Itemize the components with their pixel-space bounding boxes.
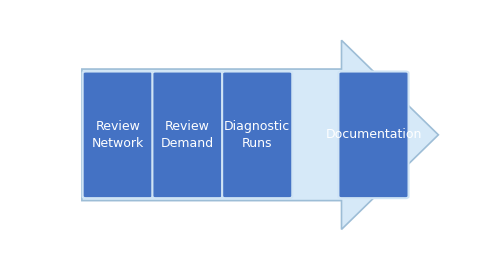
FancyBboxPatch shape [338, 72, 408, 198]
Polygon shape [82, 40, 438, 229]
FancyBboxPatch shape [222, 72, 292, 198]
FancyBboxPatch shape [152, 72, 222, 198]
Text: Review
Network: Review Network [92, 120, 144, 150]
Text: Review
Demand: Review Demand [161, 120, 214, 150]
FancyBboxPatch shape [82, 72, 153, 198]
Text: Diagnostic
Runs: Diagnostic Runs [224, 120, 290, 150]
Text: Documentation: Documentation [326, 128, 422, 141]
